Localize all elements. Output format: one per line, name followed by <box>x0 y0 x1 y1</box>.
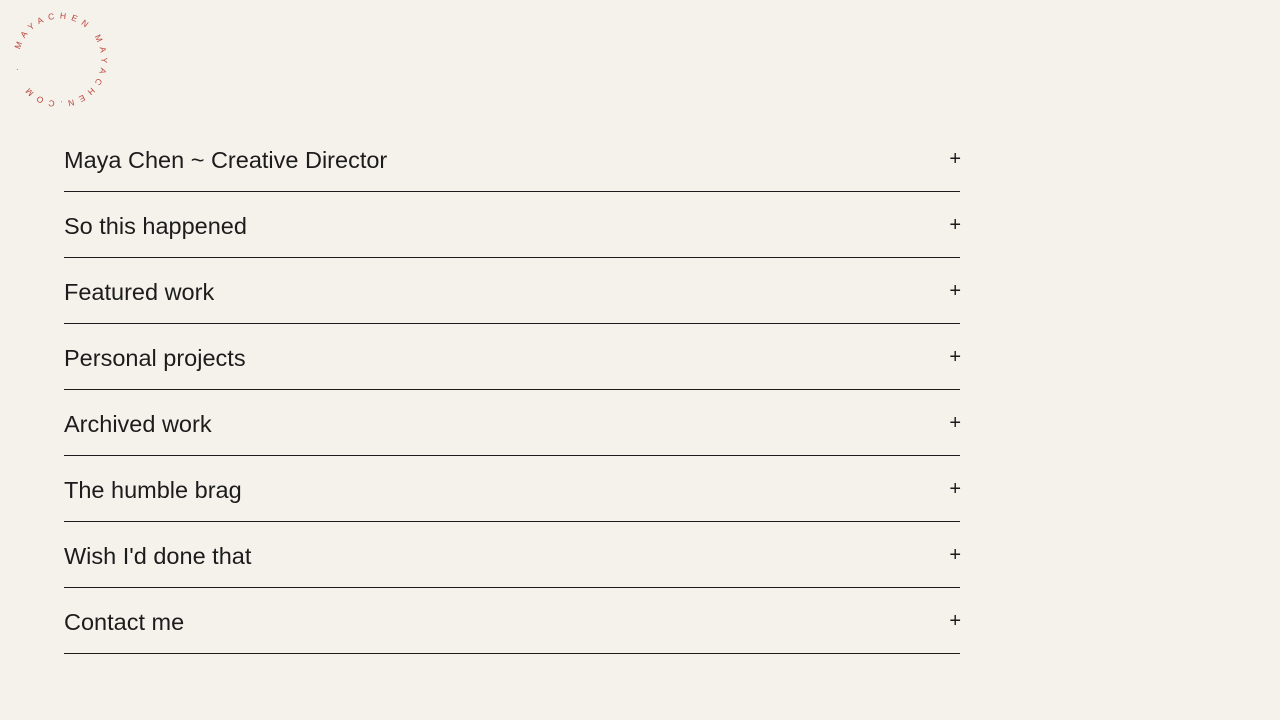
svg-text:MAYACHEN MAYACHEN.COM ·: MAYACHEN MAYACHEN.COM · <box>10 10 110 109</box>
